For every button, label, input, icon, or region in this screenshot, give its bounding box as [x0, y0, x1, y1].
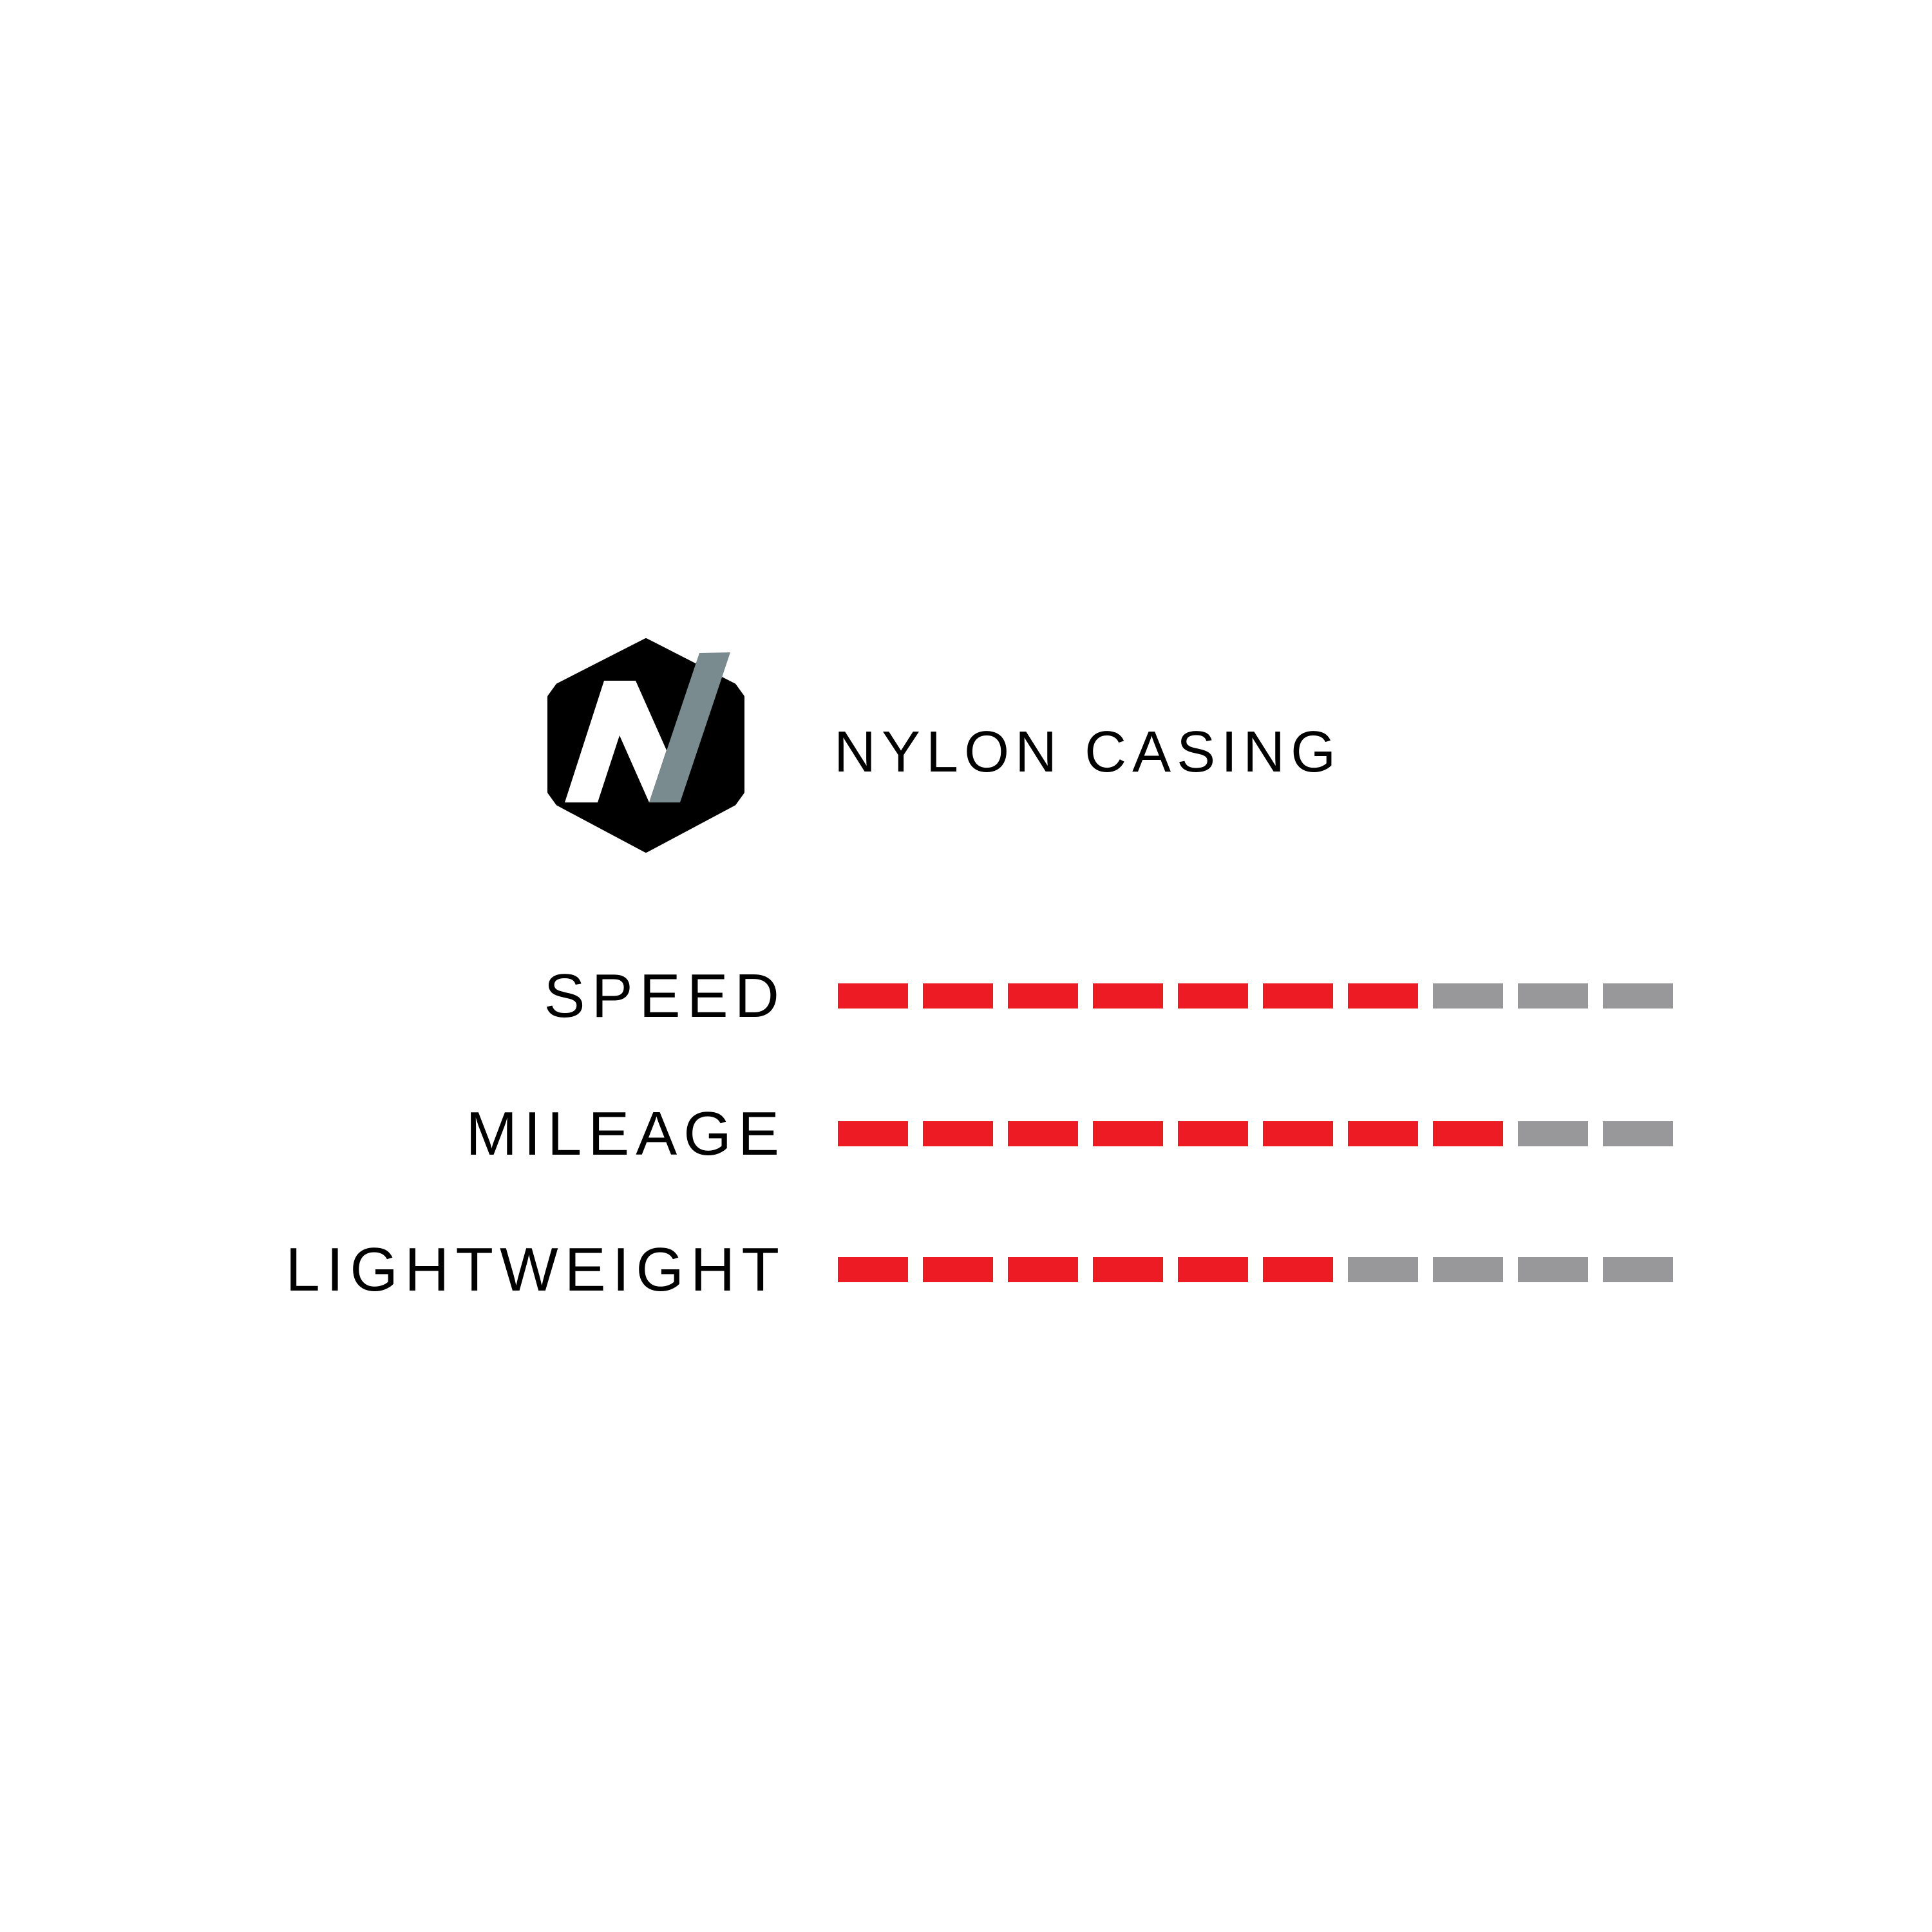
rating-segment-filled: [1263, 1257, 1333, 1282]
rating-row-speed: SPEED: [0, 964, 1932, 1028]
rating-segment-filled: [923, 1257, 993, 1282]
rating-segment-filled: [1348, 983, 1418, 1009]
rating-segment-filled: [1008, 1257, 1078, 1282]
rating-segment-filled: [1178, 983, 1248, 1009]
rating-segment-filled: [1178, 1257, 1248, 1282]
rating-row-lightweight: LIGHTWEIGHT: [0, 1238, 1932, 1302]
rating-segment-filled: [1093, 1121, 1163, 1146]
rating-label: MILEAGE: [466, 1099, 786, 1168]
rating-segment-empty: [1603, 1121, 1673, 1146]
rating-segment-filled: [1263, 1121, 1333, 1146]
rating-segment-filled: [838, 1257, 908, 1282]
logo-letter-n: [565, 681, 667, 802]
rating-segment-filled: [838, 983, 908, 1009]
logo-slash: [649, 652, 730, 802]
casing-title: NYLON CASING: [834, 720, 1342, 784]
rating-segment-empty: [1433, 1257, 1503, 1282]
nylon-logo-icon: [547, 638, 744, 853]
rating-segment-filled: [838, 1121, 908, 1146]
rating-segment-empty: [1518, 983, 1588, 1009]
rating-segment-empty: [1433, 983, 1503, 1009]
rating-segment-filled: [1263, 983, 1333, 1009]
rating-segment-filled: [1008, 983, 1078, 1009]
rating-segment-empty: [1603, 983, 1673, 1009]
rating-segment-empty: [1603, 1257, 1673, 1282]
rating-segment-filled: [923, 1121, 993, 1146]
rating-segment-empty: [1518, 1121, 1588, 1146]
rating-segment-filled: [1008, 1121, 1078, 1146]
rating-segment-filled: [1348, 1121, 1418, 1146]
rating-segment-empty: [1348, 1257, 1418, 1282]
rating-segment-filled: [1093, 983, 1163, 1009]
rating-label: LIGHTWEIGHT: [285, 1235, 786, 1304]
rating-segment-empty: [1518, 1257, 1588, 1282]
rating-segment-filled: [1093, 1257, 1163, 1282]
rating-segment-filled: [923, 983, 993, 1009]
rating-label: SPEED: [544, 961, 786, 1030]
rating-row-mileage: MILEAGE: [0, 1102, 1932, 1166]
rating-segment-filled: [1433, 1121, 1503, 1146]
rating-segment-filled: [1178, 1121, 1248, 1146]
